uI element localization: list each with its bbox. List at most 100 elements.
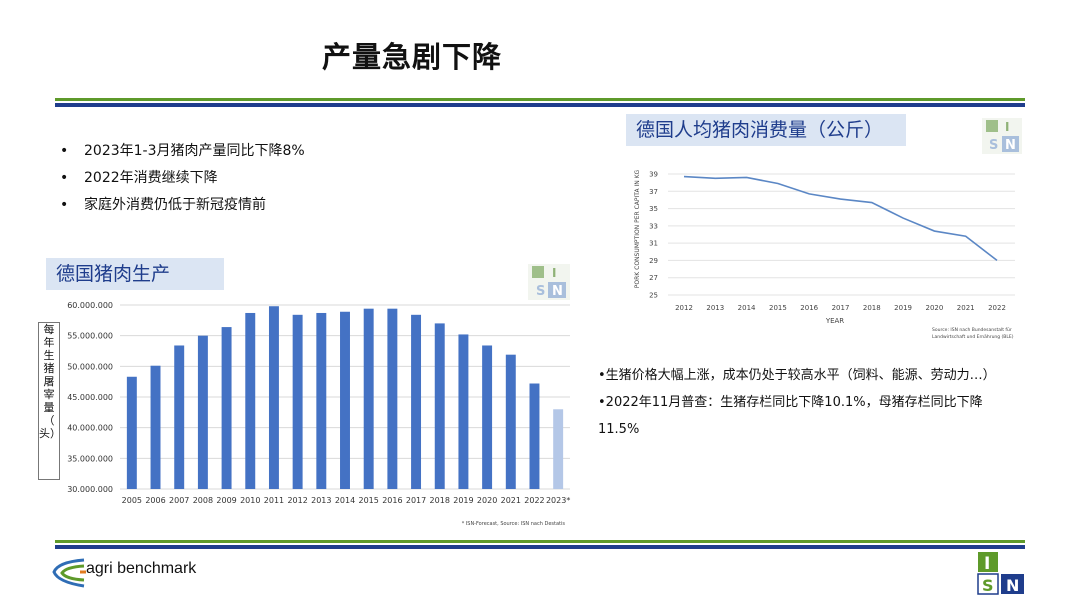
- production-x-tick: 2016: [382, 496, 402, 505]
- consumption-chart-label: 德国人均猪肉消费量（公斤）: [626, 114, 906, 146]
- production-bar: [434, 323, 445, 489]
- production-x-tick: 2012: [287, 496, 307, 505]
- bullet-item: 2023年1-3月猪肉产量同比下降8%: [60, 140, 305, 167]
- header-rule-green: [55, 98, 1025, 101]
- svg-text:I: I: [1005, 120, 1009, 134]
- consumption-y-tick: 29: [649, 257, 658, 265]
- production-bar: [340, 311, 350, 489]
- production-y-axis-char: 每: [43, 323, 55, 336]
- production-bar: [458, 334, 469, 489]
- production-x-tick: 2008: [193, 496, 213, 505]
- consumption-y-axis-title: PORK CONSUMPTION PER CAPITA IN KG: [634, 169, 641, 288]
- consumption-source-line: Landwirtschaft und Ernährung (BLE): [932, 334, 1014, 340]
- isn-logo-icon: I S N: [528, 264, 570, 300]
- right-bullet-2: •2022年11月普查：生猪存栏同比下降10.1%，母猪存栏同比下降: [598, 395, 983, 410]
- consumption-y-tick: 25: [649, 292, 658, 300]
- production-bar: [505, 354, 516, 489]
- production-x-tick: 2019: [453, 496, 473, 505]
- production-y-axis-char: 屠: [43, 375, 55, 388]
- production-bar: [292, 314, 303, 489]
- production-bar: [529, 383, 540, 489]
- production-source-note: * ISN-Forecast, Source: ISN nach Destati…: [462, 521, 566, 527]
- production-bar: [174, 345, 185, 489]
- consumption-x-tick: 2022: [988, 304, 1006, 312]
- production-x-tick: 2013: [311, 496, 331, 505]
- consumption-x-tick: 2021: [957, 304, 975, 312]
- production-bar: [553, 409, 564, 489]
- production-y-axis-char: 生: [43, 349, 55, 362]
- page-title: 产量急剧下降: [321, 40, 502, 74]
- production-bar: [245, 312, 256, 489]
- isn-footer-logo-icon: I S N: [976, 550, 1026, 596]
- consumption-x-tick: 2020: [925, 304, 943, 312]
- production-bar: [221, 327, 232, 489]
- footer-brand: agri benchmark: [86, 560, 197, 577]
- production-y-axis-label: 每年生猪屠宰量（头）: [38, 322, 61, 480]
- consumption-x-tick: 2012: [675, 304, 693, 312]
- consumption-x-tick: 2018: [863, 304, 881, 312]
- production-x-tick: 2010: [240, 496, 260, 505]
- production-y-axis-char: 宰: [43, 388, 55, 401]
- consumption-y-tick: 39: [649, 171, 658, 179]
- production-y-axis-char: 年: [43, 336, 55, 349]
- production-x-tick: 2009: [216, 496, 236, 505]
- production-y-tick: 40.000.000: [67, 424, 113, 433]
- consumption-x-tick: 2015: [769, 304, 787, 312]
- header-rule-blue: [55, 103, 1025, 107]
- svg-text:S: S: [982, 576, 994, 595]
- production-x-tick: 2018: [430, 496, 450, 505]
- production-bar: [316, 312, 327, 489]
- consumption-y-tick: 27: [649, 274, 658, 282]
- production-y-tick: 45.000.000: [67, 393, 113, 402]
- isn-logo-icon: I S N: [982, 118, 1022, 154]
- consumption-x-tick: 2014: [738, 304, 756, 312]
- production-y-tick: 60.000.000: [67, 301, 113, 310]
- svg-text:N: N: [1006, 576, 1019, 595]
- bullet-item: 2022年消费继续下降: [60, 167, 305, 194]
- bullet-item: 家庭外消费仍低于新冠疫情前: [60, 194, 305, 221]
- consumption-x-tick: 2019: [894, 304, 912, 312]
- production-bar: [482, 345, 493, 489]
- production-y-axis-char: （: [43, 414, 55, 427]
- production-bar: [387, 308, 398, 489]
- right-bullet-2-cont: 11.5%: [598, 422, 640, 437]
- consumption-x-tick: 2017: [832, 304, 850, 312]
- consumption-series-line: [683, 175, 998, 262]
- production-y-tick: 55.000.000: [67, 332, 113, 341]
- production-bar: [363, 308, 374, 489]
- svg-text:I: I: [984, 554, 990, 574]
- right-text-block: •生猪价格大幅上涨，成本仍处于较高水平（饲料、能源、劳动力…） •2022年11…: [598, 362, 1076, 443]
- production-y-axis-char: 头）: [39, 427, 61, 440]
- production-bar: [126, 376, 137, 489]
- consumption-y-tick: 31: [649, 240, 658, 248]
- production-bar: [150, 365, 161, 489]
- svg-text:I: I: [552, 266, 556, 280]
- consumption-x-axis-title: YEAR: [825, 317, 844, 325]
- consumption-y-tick: 35: [649, 205, 658, 213]
- svg-text:S: S: [989, 138, 998, 153]
- production-y-tick: 30.000.000: [67, 485, 113, 494]
- production-bar: [268, 306, 279, 489]
- production-x-tick: 2006: [145, 496, 165, 505]
- production-x-tick: 2022: [524, 496, 544, 505]
- bullet-list: 2023年1-3月猪肉产量同比下降8% 2022年消费继续下降 家庭外消费仍低于…: [60, 140, 305, 221]
- production-x-tick: 2021: [501, 496, 521, 505]
- consumption-y-tick: 37: [649, 188, 658, 196]
- production-bar: [197, 335, 208, 489]
- production-x-tick: 2011: [264, 496, 284, 505]
- consumption-x-tick: 2013: [706, 304, 724, 312]
- svg-text:N: N: [1005, 138, 1016, 153]
- production-y-tick: 50.000.000: [67, 362, 113, 371]
- footer-rule-blue: [55, 545, 1025, 549]
- production-x-tick: 2015: [359, 496, 379, 505]
- production-x-tick: 2017: [406, 496, 426, 505]
- production-chart-label: 德国猪肉生产: [46, 258, 224, 290]
- agri-benchmark-logo-icon: [52, 558, 86, 588]
- right-bullet-1: •生猪价格大幅上涨，成本仍处于较高水平（饲料、能源、劳动力…）: [598, 368, 996, 383]
- footer-rule-green: [55, 540, 1025, 543]
- production-bar: [411, 314, 422, 489]
- svg-text:N: N: [552, 284, 563, 299]
- production-y-axis-char: 猪: [43, 362, 55, 375]
- production-x-tick: 2007: [169, 496, 189, 505]
